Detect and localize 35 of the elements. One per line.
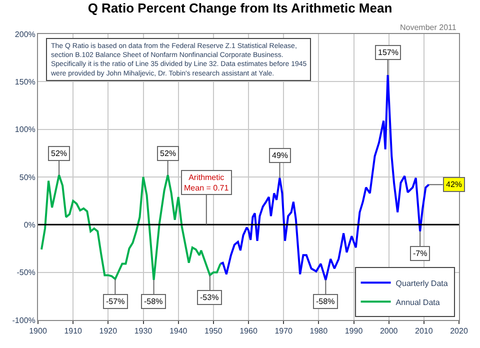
y-tick-label: 0%	[24, 220, 36, 230]
x-tick-label: 1940	[169, 326, 188, 336]
annotation: -58%	[144, 297, 163, 306]
y-tick-label: 50%	[19, 172, 36, 182]
annotation: 49%	[272, 151, 288, 160]
x-tick-label: 2020	[450, 326, 468, 336]
legend-label: Annual Data	[396, 298, 440, 307]
y-tick-label: 100%	[14, 125, 36, 134]
annotation: 52%	[160, 149, 176, 158]
x-tick-label: 1910	[64, 326, 83, 336]
annotation: 42%	[446, 180, 462, 189]
y-tick-label: -100%	[12, 316, 36, 325]
annotation: 157%	[378, 48, 398, 57]
legend-label: Quarterly Data	[396, 278, 448, 288]
y-tick-label: 200%	[14, 30, 36, 39]
y-tick-label: 150%	[14, 77, 36, 86]
y-tick-label: -50%	[16, 268, 36, 278]
x-tick-label: 1950	[204, 326, 223, 336]
annotation: -7%	[413, 249, 428, 258]
x-tick-label: 2010	[415, 326, 434, 336]
x-tick-label: 2000	[380, 326, 398, 336]
annotation: Arithmetic Mean = 0.71	[184, 173, 230, 192]
x-tick-label: 1920	[99, 326, 118, 336]
x-tick-label: 1930	[134, 326, 153, 336]
x-tick-label: 1990	[344, 326, 364, 336]
annotation: -53%	[200, 293, 219, 302]
x-tick-label: 1900	[29, 326, 48, 336]
chart-title: Q Ratio Percent Change from Its Arithmetic Mean	[88, 0, 392, 16]
annotation: -58%	[316, 297, 335, 306]
text: November 2011	[400, 23, 457, 32]
x-tick-label: 1960	[240, 326, 258, 336]
annotation: 52%	[51, 149, 68, 158]
x-tick-label: 1970	[274, 326, 294, 336]
x-tick-label: 1980	[310, 326, 328, 336]
annotation: -57%	[106, 297, 125, 306]
